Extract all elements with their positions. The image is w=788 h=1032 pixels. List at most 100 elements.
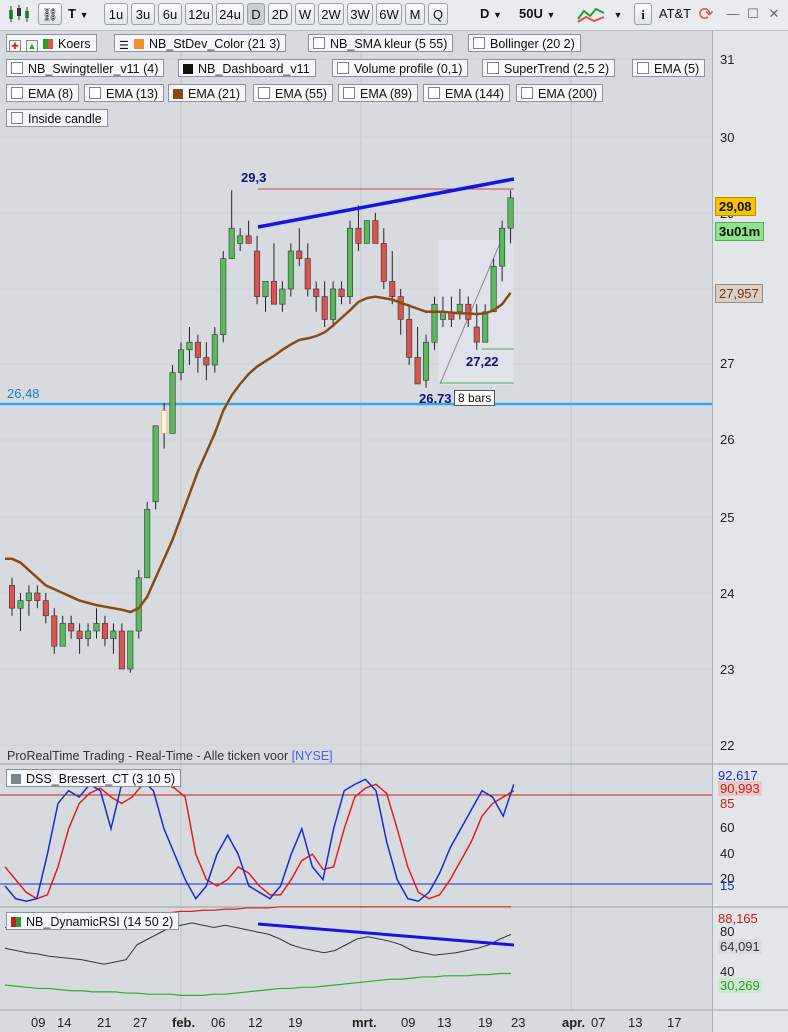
checkbox[interactable] xyxy=(428,87,440,99)
tag-label: EMA (200) xyxy=(538,87,598,101)
timeframe-button-24u[interactable]: 24u xyxy=(216,3,244,25)
timeframe-button-3u[interactable]: 3u xyxy=(131,3,155,25)
ema-value-badge: 27,957 xyxy=(715,284,763,303)
tag-koers[interactable]: ✚ ▲ Koers xyxy=(6,34,97,52)
info-icon[interactable]: i xyxy=(634,3,652,25)
timeframe-button-3w[interactable]: 3W xyxy=(347,3,373,25)
rsi-tick-40: 40 xyxy=(720,964,735,979)
checkbox[interactable] xyxy=(337,62,349,74)
tag-inside-candle[interactable]: Inside candle xyxy=(6,109,108,127)
delete-icon[interactable]: ✚ xyxy=(9,40,21,52)
bars-select[interactable]: 50U ▼ xyxy=(516,3,566,25)
tag-bollinger[interactable]: Bollinger (20 2) xyxy=(468,34,581,52)
checkbox[interactable] xyxy=(637,62,649,74)
tag-label: EMA (21) xyxy=(188,87,241,101)
tag-ema55[interactable]: EMA (55) xyxy=(253,84,334,102)
period-select[interactable]: D ▼ xyxy=(476,3,512,25)
tag-dynamic-rsi[interactable]: NB_DynamicRSI (14 50 2) xyxy=(6,912,180,930)
instrument-label: T xyxy=(68,6,76,21)
chevron-down-icon: ▼ xyxy=(546,10,556,20)
current-price-badge: 29,08 xyxy=(715,197,756,216)
tag-ema8[interactable]: EMA (8) xyxy=(6,84,80,102)
chart-area[interactable] xyxy=(0,31,712,1032)
close-button[interactable]: ✕ xyxy=(768,6,780,21)
bars-count-label: 8 bars xyxy=(454,390,496,406)
tag-label: EMA (144) xyxy=(445,87,505,101)
x-tick: 13 xyxy=(437,1015,452,1030)
rsi-tick-80: 80 xyxy=(720,924,735,939)
dss-tick-20: 20 xyxy=(720,871,735,886)
checkbox[interactable] xyxy=(258,87,270,99)
x-tick: 14 xyxy=(57,1015,72,1030)
tag-label: NB_Dashboard_v11 xyxy=(198,62,310,76)
tag-label: NB_Swingteller_v11 (4) xyxy=(28,62,159,76)
mid-label: 27,22 xyxy=(466,354,499,369)
tag-label: Inside candle xyxy=(28,112,102,126)
tag-label: EMA (13) xyxy=(106,87,159,101)
timeframe-button-d[interactable]: D xyxy=(247,3,265,25)
footer-text: ProRealTime Trading - Real-Time - Alle t… xyxy=(7,749,289,763)
tag-ema200[interactable]: EMA (200) xyxy=(516,84,604,102)
time-left-badge: 3u01m xyxy=(715,222,765,241)
up-arrow-icon[interactable]: ▲ xyxy=(26,40,38,52)
checkbox[interactable] xyxy=(313,37,325,49)
timeframe-button-12u[interactable]: 12u xyxy=(185,3,213,25)
tag-dss[interactable]: DSS_Bressert_CT (3 10 5) xyxy=(6,769,182,787)
chevron-down-icon: ▼ xyxy=(613,10,623,20)
timeframe-button-q[interactable]: Q xyxy=(428,3,448,25)
x-tick: 27 xyxy=(133,1015,148,1030)
tag-label: DSS_Bressert_CT (3 10 5) xyxy=(26,772,176,786)
tag-ema144[interactable]: EMA (144) xyxy=(423,84,511,102)
tag-ema13[interactable]: EMA (13) xyxy=(84,84,165,102)
checkbox[interactable] xyxy=(11,87,23,99)
y-tick: 27 xyxy=(720,356,735,371)
tag-ema5[interactable]: EMA (5) xyxy=(632,59,706,77)
timeframe-button-w[interactable]: W xyxy=(295,3,315,25)
tag-stdev[interactable]: ☰ NB_StDev_Color (21 3) xyxy=(114,34,287,52)
maximize-button[interactable]: ☐ xyxy=(747,6,759,21)
checkbox[interactable] xyxy=(343,87,355,99)
link-icon[interactable]: ⛓ xyxy=(38,3,62,25)
checkbox[interactable] xyxy=(89,87,101,99)
x-tick: apr. xyxy=(562,1015,586,1030)
checkbox[interactable] xyxy=(11,62,23,74)
timeframe-button-1u[interactable]: 1u xyxy=(104,3,128,25)
tag-ema89[interactable]: EMA (89) xyxy=(338,84,419,102)
checkbox[interactable] xyxy=(487,62,499,74)
tag-volume-profile[interactable]: Volume profile (0,1) xyxy=(332,59,469,77)
timeframe-button-m[interactable]: M xyxy=(405,3,425,25)
y-tick: 24 xyxy=(720,586,735,601)
koers-swatch xyxy=(43,39,53,49)
tag-label: SuperTrend (2,5 2) xyxy=(504,62,610,76)
chart-type-icon[interactable] xyxy=(574,3,608,25)
rsi-value-green: 30,269 xyxy=(718,978,762,993)
tag-label: EMA (55) xyxy=(275,87,328,101)
tag-supertrend[interactable]: SuperTrend (2,5 2) xyxy=(482,59,616,77)
tag-label: Volume profile (0,1) xyxy=(354,62,463,76)
dss-level-15: 15 xyxy=(720,878,735,893)
refresh-icon[interactable]: ⟳ xyxy=(698,4,714,24)
checkbox[interactable] xyxy=(473,37,485,49)
dss-tick-40: 40 xyxy=(720,846,735,861)
timeframe-button-6w[interactable]: 6W xyxy=(376,3,402,25)
timeframe-button-6u[interactable]: 6u xyxy=(158,3,182,25)
tag-ema21[interactable]: EMA (21) xyxy=(168,84,247,102)
tag-label: EMA (5) xyxy=(654,62,700,76)
timeframe-button-2d[interactable]: 2D xyxy=(268,3,292,25)
stdev-swatch xyxy=(134,39,144,49)
x-tick: 09 xyxy=(31,1015,46,1030)
chart-type-dropdown[interactable]: ▼ xyxy=(608,3,628,25)
x-tick: 12 xyxy=(248,1015,263,1030)
minimize-button[interactable]: — xyxy=(726,6,740,21)
y-tick: 26 xyxy=(720,432,735,447)
checkbox[interactable] xyxy=(521,87,533,99)
x-tick: 17 xyxy=(667,1015,682,1030)
tag-dashboard[interactable]: NB_Dashboard_v11 xyxy=(178,59,316,77)
tag-swingteller[interactable]: NB_Swingteller_v11 (4) xyxy=(6,59,165,77)
checkbox[interactable] xyxy=(11,112,23,124)
toolbar: ⛓ T ▼ 1u 3u 6u 12u 24u D 2D W 2W 3W 6W M Q D ▼ 50U ▼… xyxy=(0,0,788,31)
candlestick-icon[interactable] xyxy=(4,3,32,25)
tag-sma[interactable]: NB_SMA kleur (5 55) xyxy=(308,34,454,52)
timeframe-button-2w[interactable]: 2W xyxy=(318,3,344,25)
instrument-select[interactable]: T ▼ xyxy=(64,3,100,25)
